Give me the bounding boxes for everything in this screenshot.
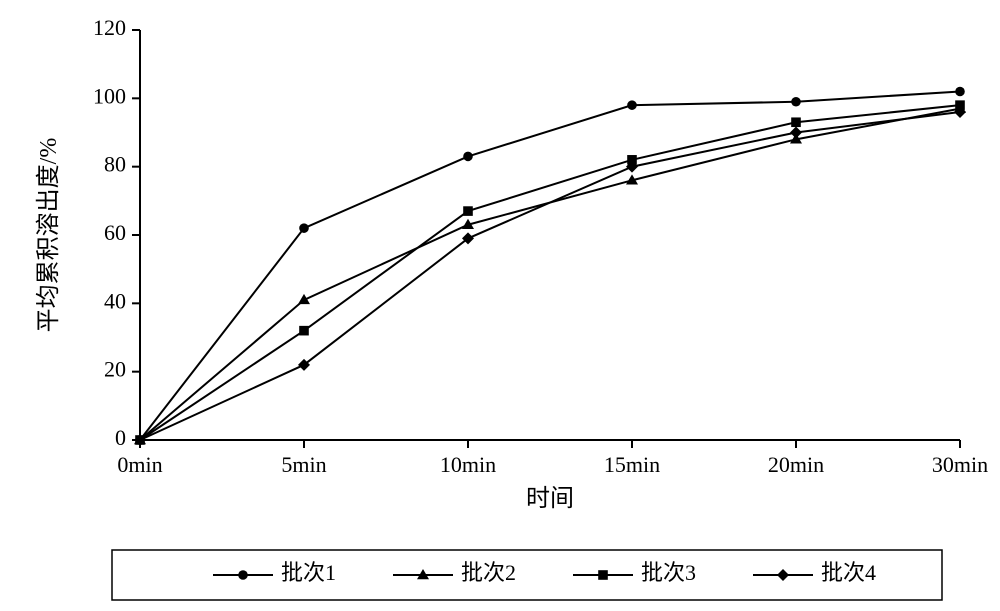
y-axis-label: 平均累积溶出度/% (35, 138, 62, 333)
y-tick-label: 20 (104, 357, 126, 382)
y-tick-label: 40 (104, 288, 126, 313)
legend-label: 批次1 (281, 560, 336, 585)
y-tick-label: 80 (104, 152, 126, 177)
x-tick-label: 10min (440, 452, 496, 477)
x-tick-label: 20min (768, 452, 824, 477)
x-tick-label: 30min (932, 452, 988, 477)
legend-label: 批次2 (461, 560, 516, 585)
x-tick-label: 5min (281, 452, 326, 477)
y-tick-label: 120 (93, 15, 126, 40)
legend-label: 批次3 (641, 560, 696, 585)
x-tick-label: 0min (117, 452, 162, 477)
chart-svg: 0 20 40 60 80 100 120 0min 5min 10min 15min 20min 30… (0, 0, 1000, 611)
legend-label: 批次4 (821, 560, 876, 585)
y-tick-label: 60 (104, 220, 126, 245)
dissolution-chart: 0 20 40 60 80 100 120 0min 5min 10min 15min 20min 30… (0, 0, 1000, 611)
y-tick-label: 100 (93, 83, 126, 108)
x-tick-label: 15min (604, 452, 660, 477)
y-tick-label: 0 (115, 425, 126, 450)
x-axis-label: 时间 (526, 485, 574, 512)
